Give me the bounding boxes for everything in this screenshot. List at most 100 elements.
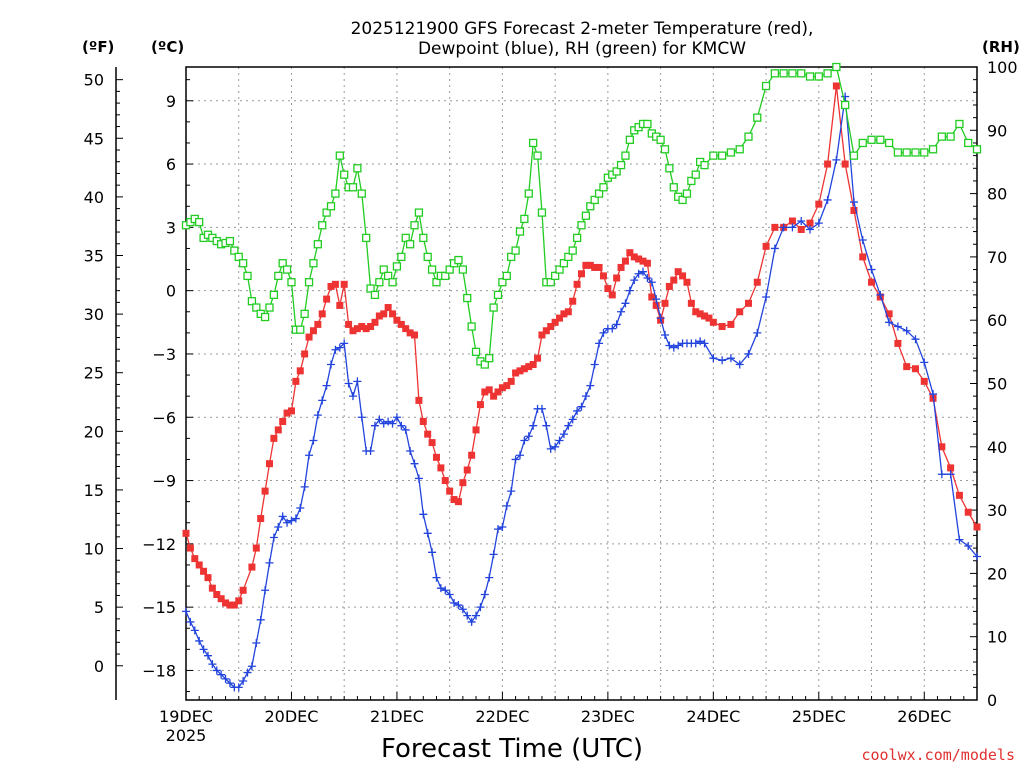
rh-point xyxy=(687,176,696,186)
rh-point xyxy=(238,259,248,268)
temperature-point xyxy=(472,426,480,434)
dewpoint-point xyxy=(551,442,560,451)
temperature-point xyxy=(239,586,247,594)
dewpoint-point xyxy=(305,451,314,460)
rh-point xyxy=(599,183,608,192)
temperature-point xyxy=(340,280,348,288)
temperature-point xyxy=(208,584,216,592)
temperature-point xyxy=(380,310,388,318)
dewpoint-point xyxy=(665,341,674,350)
rh-point xyxy=(247,297,257,306)
rh-point xyxy=(643,119,652,129)
rh-point xyxy=(902,148,911,157)
dewpoint-point xyxy=(617,307,626,316)
rh-point xyxy=(366,284,375,293)
dewpoint-point xyxy=(203,651,212,660)
temperature-point xyxy=(287,407,295,415)
temperature-point xyxy=(213,591,221,598)
celsius-tick-label: −15 xyxy=(142,598,176,617)
temperature-point xyxy=(788,217,796,225)
rh-point xyxy=(656,135,665,144)
temperature-point xyxy=(547,323,555,331)
dewpoint-point xyxy=(392,413,401,422)
fahrenheit-tick-label: 0 xyxy=(94,657,104,676)
rh-point xyxy=(309,259,318,268)
temperature-point xyxy=(371,318,379,326)
dewpoint-point xyxy=(265,558,274,567)
celsius-axis: 9 6 3 0 −3 −6 −9 −12 −15 −18 xyxy=(142,79,193,693)
rh-point xyxy=(511,246,520,255)
rh-point xyxy=(225,236,235,246)
dewpoint-point xyxy=(502,501,511,510)
dewpoint-point xyxy=(261,586,270,595)
rh-point xyxy=(964,138,973,148)
dewpoint-point xyxy=(867,265,876,274)
fahrenheit-tick-label: 40 xyxy=(84,188,104,207)
temperature-point xyxy=(279,417,287,425)
temperature-point xyxy=(626,249,634,257)
chart-title-line1: 2025121900 GFS Forecast 2-meter Temperat… xyxy=(351,19,814,39)
dewpoint-point xyxy=(639,267,648,276)
temperature-point xyxy=(683,278,691,286)
rh-point xyxy=(665,164,674,173)
temperature-point xyxy=(692,308,700,316)
dewpoint-point xyxy=(691,339,700,348)
dewpoint-point xyxy=(608,324,617,333)
dewpoint-point xyxy=(384,417,393,426)
temperature-point xyxy=(411,331,419,339)
dewpoint-point xyxy=(450,598,459,607)
rh-point xyxy=(300,309,309,319)
rh-tick-label: 90 xyxy=(987,121,1007,140)
temperature-point xyxy=(235,597,243,605)
temperature-point xyxy=(283,409,291,417)
dewpoint-point xyxy=(340,339,349,348)
temperature-point xyxy=(911,365,919,373)
rh-point xyxy=(260,312,270,322)
celsius-tick-label: −6 xyxy=(152,408,176,427)
rh-point xyxy=(660,145,670,154)
dewpoint-point xyxy=(234,683,243,692)
dewpoint-point xyxy=(937,470,946,479)
temperature-point xyxy=(393,316,401,324)
dewpoint-point xyxy=(357,413,366,422)
fahrenheit-tick-label: 25 xyxy=(84,364,104,383)
series-rh xyxy=(181,62,982,369)
dewpoint-point xyxy=(212,666,221,675)
temperature-point xyxy=(762,242,770,250)
dewpoint-point xyxy=(199,645,208,654)
dewpoint-point xyxy=(797,217,806,226)
temperature-point xyxy=(885,310,893,318)
rh-point xyxy=(322,208,331,217)
temperature-point xyxy=(507,377,515,385)
temperature-point xyxy=(261,487,269,495)
celsius-tick-label: 6 xyxy=(166,155,176,174)
temperature-point xyxy=(402,325,410,333)
temperature-point xyxy=(665,282,673,290)
dewpoint-point xyxy=(542,421,551,430)
temperature-point xyxy=(314,320,322,328)
rh-point xyxy=(287,278,296,287)
temperature-point xyxy=(661,299,669,307)
temperature-point xyxy=(230,601,238,609)
temperature-point xyxy=(824,160,832,168)
temperature-point xyxy=(520,365,528,373)
rh-point xyxy=(502,271,511,281)
rh-point xyxy=(682,189,692,198)
temperature-point xyxy=(204,574,212,582)
dewpoint-point xyxy=(814,219,823,228)
temperature-point xyxy=(718,323,726,331)
temperature-point xyxy=(446,487,454,495)
series-dewpoint xyxy=(182,92,981,692)
dewpoint-point xyxy=(463,611,472,620)
temperature-point xyxy=(327,282,335,290)
dewpoint-point xyxy=(920,358,929,367)
rh-point xyxy=(744,132,753,141)
rh-point xyxy=(691,170,700,179)
temperature-point xyxy=(753,278,761,286)
dewpoint-point xyxy=(441,586,450,595)
dewpoint-point xyxy=(309,436,318,445)
rh-point xyxy=(379,265,388,274)
dewpoint-point xyxy=(718,356,727,365)
temperature-point xyxy=(696,310,704,318)
